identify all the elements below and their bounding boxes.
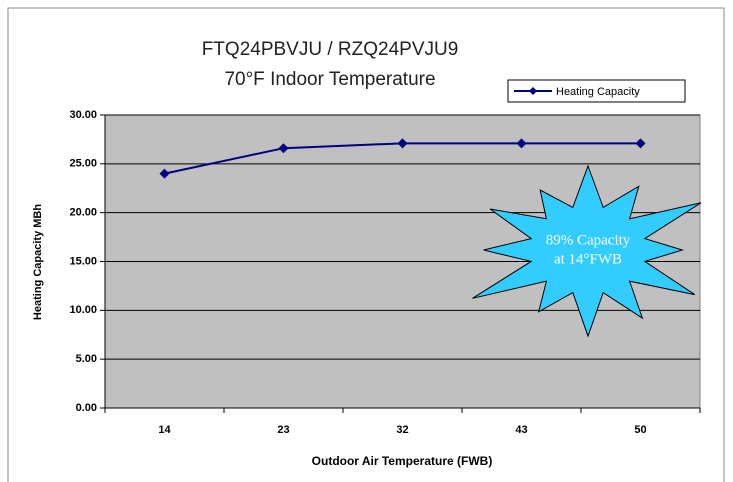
y-tick-label: 10.00: [69, 304, 97, 316]
x-axis-label: Outdoor Air Temperature (FWB): [312, 454, 493, 468]
x-tick-label: 50: [634, 424, 646, 436]
y-tick-label: 20.00: [69, 207, 97, 219]
y-tick-label: 15.00: [69, 255, 97, 267]
chart-subtitle: 70°F Indoor Temperature: [224, 69, 435, 90]
x-tick-label: 32: [396, 424, 408, 436]
x-tick-label: 43: [515, 424, 527, 436]
x-tick-label: 23: [277, 424, 289, 436]
annotation-burst: [472, 164, 702, 338]
legend-label: Heating Capacity: [556, 86, 640, 98]
y-tick-label: 5.00: [76, 353, 97, 365]
y-tick-label: 0.00: [76, 402, 97, 414]
y-tick-label: 30.00: [69, 109, 97, 121]
y-tick-label: 25.00: [69, 158, 97, 170]
data-point: [159, 168, 170, 179]
data-point: [635, 138, 646, 149]
annotation-text: at 14°FWB: [554, 251, 622, 267]
data-point: [516, 138, 527, 149]
y-axis-label: Heating Capacity MBh: [32, 204, 44, 320]
chart-border: [7, 7, 725, 482]
x-tick-label: 14: [158, 424, 171, 436]
legend-marker: [529, 87, 537, 95]
annotation-text: 89% Capacity: [546, 232, 631, 248]
data-point: [397, 138, 408, 149]
chart-title: FTQ24PBVJU / RZQ24PVJU9: [202, 39, 459, 60]
data-point: [278, 143, 289, 154]
legend-box: [507, 79, 686, 103]
